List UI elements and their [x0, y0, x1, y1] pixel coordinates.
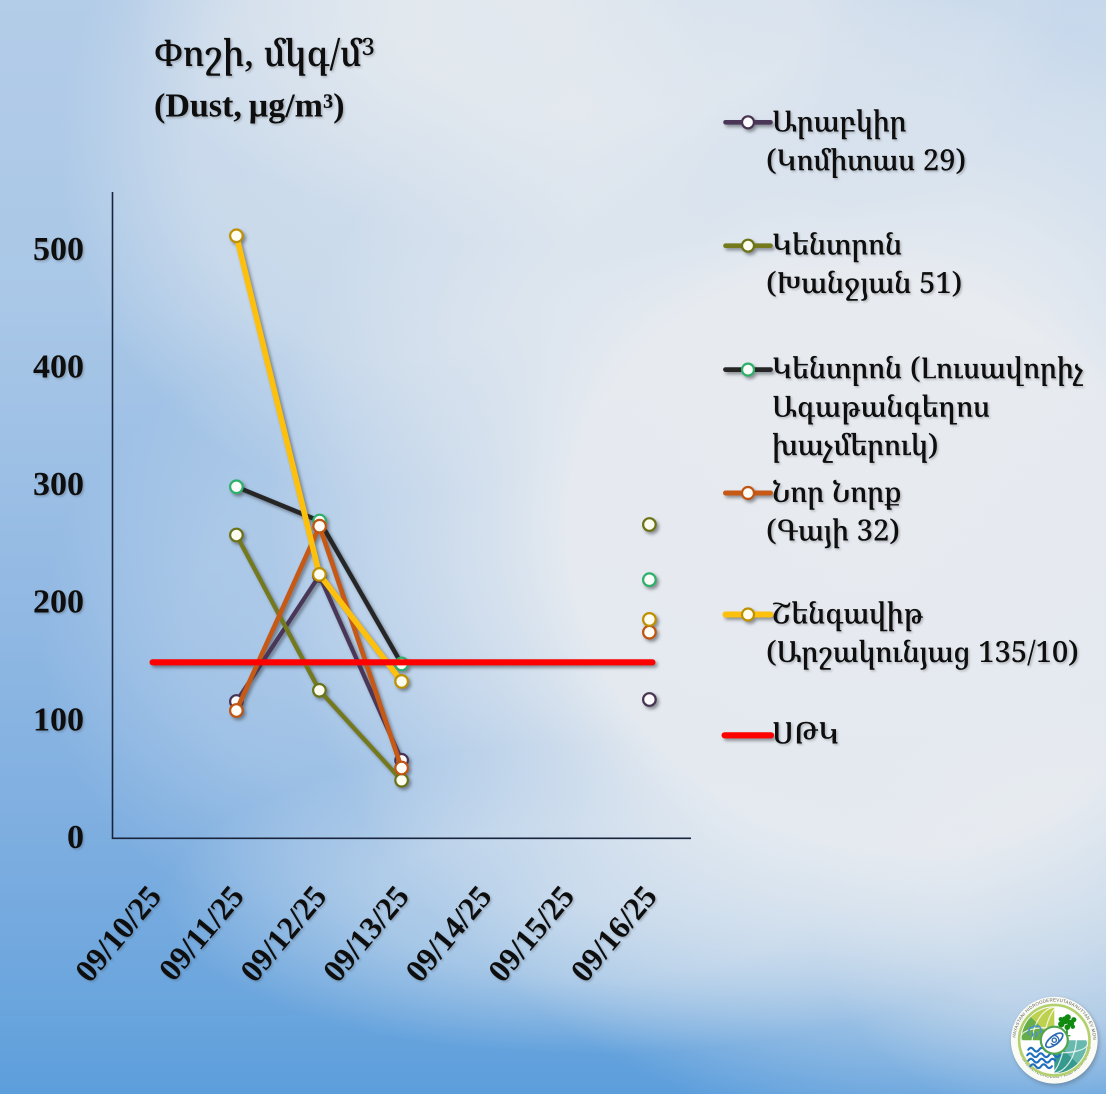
- svg-text:400: 400: [33, 349, 84, 386]
- svg-text:300: 300: [33, 466, 84, 503]
- svg-text:0: 0: [67, 819, 84, 856]
- svg-text:100: 100: [33, 701, 84, 738]
- svg-text:500: 500: [33, 231, 84, 268]
- svg-text:(Dust, µg/m³): (Dust, µg/m³): [154, 88, 345, 125]
- svg-text:200: 200: [33, 584, 84, 621]
